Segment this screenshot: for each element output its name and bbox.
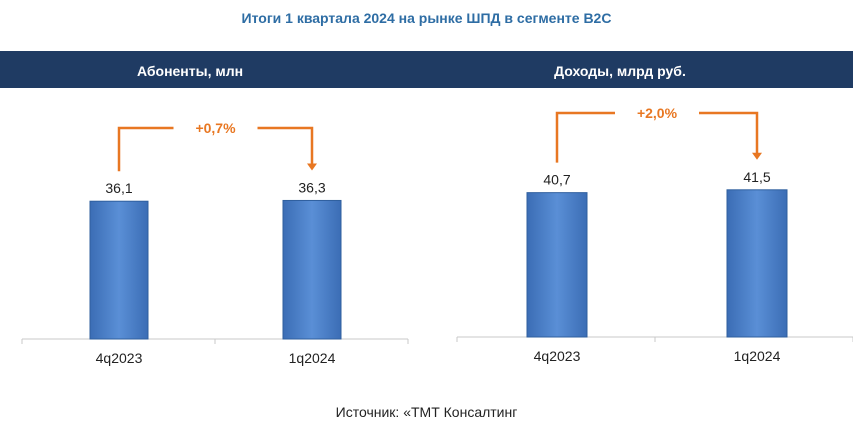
bar bbox=[526, 192, 588, 338]
change-label: +2,0% bbox=[637, 105, 678, 121]
panel-title-subscribers: Абоненты, млн bbox=[136, 63, 244, 79]
bar-value-label: 40,7 bbox=[543, 172, 570, 188]
change-label: +0,7% bbox=[195, 120, 236, 136]
bar-value-label: 36,3 bbox=[298, 179, 325, 195]
change-arrowhead bbox=[752, 152, 762, 160]
bar bbox=[89, 200, 149, 340]
x-tick-label: 4q2023 bbox=[96, 350, 143, 366]
change-bracket-left bbox=[117, 126, 174, 172]
change-bracket-right bbox=[699, 111, 759, 154]
bar bbox=[726, 189, 788, 338]
x-tick-label: 1q2024 bbox=[734, 348, 781, 364]
chart-main-title: Итоги 1 квартала 2024 на рынке ШПД в сег… bbox=[241, 10, 612, 26]
change-bracket-right bbox=[257, 126, 314, 165]
change-arrowhead bbox=[307, 163, 317, 171]
bar-value-label: 41,5 bbox=[743, 169, 770, 185]
panel-title-revenue: Доходы, млрд руб. bbox=[554, 63, 686, 79]
source-note: Источник: «ТМТ Консалтинг bbox=[335, 404, 518, 420]
x-tick-label: 4q2023 bbox=[534, 348, 581, 364]
x-tick-label: 1q2024 bbox=[289, 350, 336, 366]
bar bbox=[282, 199, 342, 340]
bar-value-label: 36,1 bbox=[105, 180, 132, 196]
header-band bbox=[0, 51, 853, 88]
change-bracket-left bbox=[555, 111, 615, 163]
